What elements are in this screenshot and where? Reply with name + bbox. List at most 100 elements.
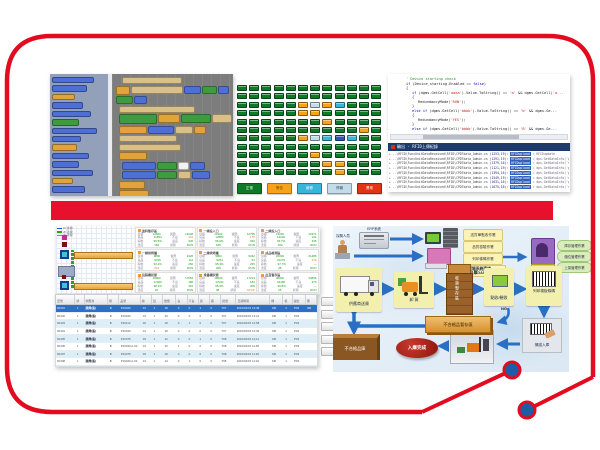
palette-block bbox=[52, 110, 91, 118]
table-cell: M6 bbox=[272, 313, 277, 318]
status-cell bbox=[346, 85, 357, 91]
scada-value-row: 溫度 25 狀態 RUN bbox=[260, 287, 317, 292]
status-cell bbox=[358, 126, 369, 133]
table-row: 60408 1 建興(股) B P16040 A-02 01 1 14 0 1 0 0 T08 2016/… bbox=[56, 358, 317, 366]
scada-legend-item: 3F 產線 bbox=[57, 234, 73, 238]
status-cell bbox=[237, 126, 247, 133]
status-cell bbox=[285, 101, 296, 108]
unload-label: 卸 貨 bbox=[409, 297, 419, 302]
status-cell bbox=[346, 168, 357, 175]
table-cell: 1 bbox=[188, 321, 191, 326]
table-header-row: 單號狀供應商類品號線班數量良不良退補批號 日期時間機檢儲位備 bbox=[55, 294, 318, 305]
status-cell bbox=[297, 85, 308, 91]
table-cell: 1 bbox=[285, 359, 287, 364]
server-workstation-icon bbox=[425, 228, 461, 269]
table-cell: 1 bbox=[285, 321, 287, 326]
status-cell bbox=[310, 101, 321, 108]
person-icon bbox=[334, 239, 352, 261]
table-cell: 0 bbox=[210, 321, 213, 326]
scan-inbound-node: 掃描入庫 bbox=[522, 318, 562, 353]
scada-panel: 進料暫存區 目標 12600 實際 12038 良品 11894 不良 144 稼動 95.5% 速度… bbox=[135, 227, 196, 249]
table-cell: 0 bbox=[188, 344, 191, 349]
table-cell: P16040 bbox=[120, 306, 131, 311]
block-row bbox=[116, 96, 233, 104]
table-cell: 60405 bbox=[57, 336, 66, 341]
column-header: 狀 bbox=[75, 295, 85, 304]
table-cell: 1 bbox=[199, 336, 202, 341]
block-row bbox=[119, 135, 233, 142]
table-cell: 0 bbox=[177, 313, 180, 318]
block bbox=[122, 171, 156, 179]
status-cell bbox=[273, 168, 284, 175]
table-cell: P16040 A-02 bbox=[120, 359, 138, 364]
table-cell: 60404 bbox=[57, 329, 66, 334]
status-cell bbox=[322, 126, 333, 133]
table-cell: 1 bbox=[199, 306, 202, 311]
block-row bbox=[119, 125, 233, 134]
table-cell: B bbox=[109, 344, 112, 349]
block-row bbox=[122, 161, 233, 170]
table-cell: 01 bbox=[142, 313, 146, 318]
table-cell: P03 bbox=[293, 313, 300, 318]
table-cell: 01 bbox=[142, 344, 146, 349]
status-cell bbox=[249, 152, 260, 159]
receiving-buffer-node: 收貨暫存區 bbox=[446, 264, 473, 315]
conveyor-bar-icon bbox=[74, 252, 133, 259]
status-cell bbox=[322, 93, 333, 100]
table-row: 60401 1 建興(股) B P16040 01 1 18 0 0 1 0 T07 2016/04/15… bbox=[56, 305, 317, 313]
status-cell bbox=[334, 135, 345, 142]
print-barcode-node: 列印棧板條碼 bbox=[526, 266, 562, 306]
table-cell: B bbox=[109, 351, 112, 356]
status-cell bbox=[310, 118, 321, 125]
status-cell bbox=[261, 152, 272, 159]
warehouse-forklift-icon bbox=[451, 331, 493, 363]
table-cell: 1 bbox=[76, 359, 79, 364]
status-cell bbox=[297, 160, 308, 167]
scada-legend: 1F 產線 2F 產線 3F 產線 bbox=[57, 226, 73, 238]
table-row: 60405 1 建興(股) B P16075 03 1 12 0 0 1 0 T08 2016/04/15… bbox=[56, 335, 317, 343]
table-cell: 1 bbox=[153, 344, 156, 349]
scanner-barcode-icon bbox=[523, 319, 561, 343]
status-cell bbox=[261, 110, 272, 117]
table-cell: 0 bbox=[199, 313, 202, 318]
scada-value-row: 溫度 185 狀態 RUN bbox=[199, 243, 255, 248]
status-cell bbox=[310, 143, 321, 150]
table-cell: P03 bbox=[293, 336, 300, 341]
table-cell: 1 bbox=[285, 329, 287, 334]
scada-panel: 堆疊機狀態 目標 18000 實際 17214 良品 17030 不良 184 稼動 95.6% 速度… bbox=[196, 271, 258, 293]
status-cell bbox=[249, 135, 260, 142]
status-cell bbox=[358, 160, 369, 167]
table-cell: 0 bbox=[188, 336, 191, 341]
block-row bbox=[122, 171, 233, 179]
status-cell bbox=[334, 126, 345, 133]
status-cell bbox=[371, 85, 382, 91]
station-icon bbox=[60, 250, 69, 259]
reject-store-node: 不合格品庫 bbox=[333, 334, 380, 360]
table-cell: 0 bbox=[177, 359, 180, 364]
status-cell bbox=[249, 126, 260, 133]
table-row: 60407 1 建興(股) B P16075 03 1 18 0 0 0 0 T08 2016/04/15… bbox=[56, 350, 317, 359]
status-cell bbox=[358, 118, 369, 125]
status-cell bbox=[273, 93, 284, 100]
table-cell: 18 bbox=[164, 329, 168, 334]
table-cell: 建興(股) bbox=[85, 351, 97, 356]
truck-label: 供應商送貨 bbox=[349, 301, 369, 306]
controller-box-icon bbox=[58, 266, 75, 277]
table-cell: 1 bbox=[153, 306, 156, 311]
done-label: 入庫完成 bbox=[407, 345, 427, 350]
table-cell: 建興(股) bbox=[85, 344, 97, 349]
block bbox=[202, 85, 217, 94]
status-cell bbox=[322, 152, 333, 159]
table-cell: 0 bbox=[199, 321, 202, 326]
block bbox=[157, 171, 177, 179]
status-cell bbox=[297, 110, 308, 117]
table-cell: 0 bbox=[188, 329, 191, 334]
status-cell bbox=[371, 93, 382, 100]
table-cell: T08 bbox=[221, 336, 227, 341]
status-cell bbox=[285, 135, 296, 142]
table-cell: 1 bbox=[285, 306, 287, 311]
table-cell: T08 bbox=[221, 351, 227, 356]
block bbox=[134, 96, 147, 104]
table-cell: 0 bbox=[210, 344, 213, 349]
reject-store-label: 不合格品庫 bbox=[344, 346, 366, 351]
